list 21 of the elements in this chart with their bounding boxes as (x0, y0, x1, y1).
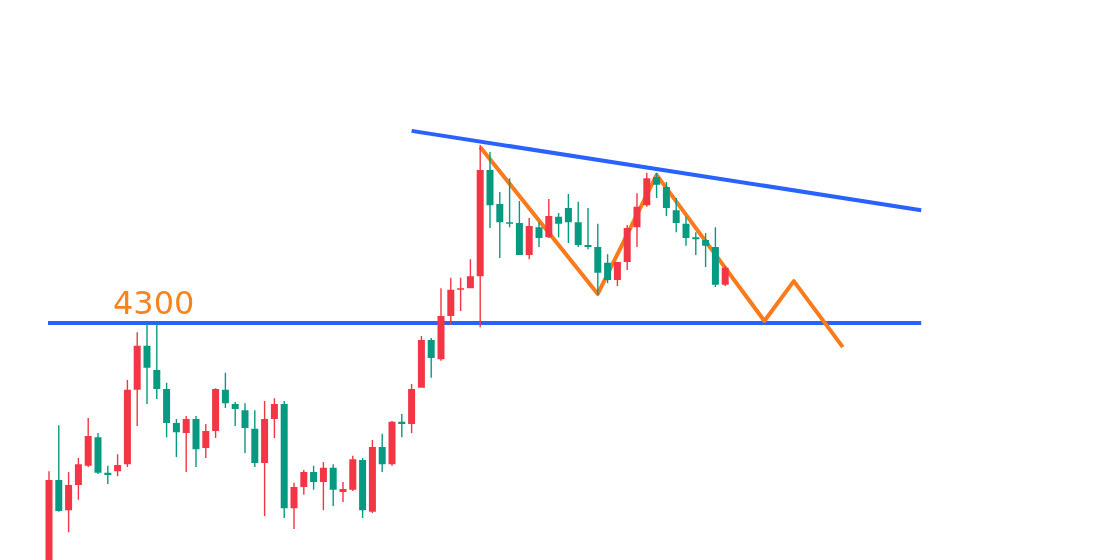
candlestick (398, 413, 406, 438)
candlestick (104, 465, 112, 485)
candlestick (545, 198, 553, 238)
candlestick (202, 423, 210, 458)
candlestick (55, 425, 63, 512)
candlestick (339, 481, 347, 502)
candlestick (143, 323, 151, 404)
candlestick (692, 232, 700, 255)
candlestick (633, 193, 641, 248)
candlestick (290, 482, 298, 529)
candlestick (241, 403, 249, 453)
candlestick (447, 277, 455, 326)
annotation: 4300 (113, 284, 195, 323)
candlestick (535, 222, 543, 248)
candlestick (584, 208, 592, 250)
candlestick (300, 469, 308, 495)
candlestick (682, 216, 690, 246)
candlestick (496, 191, 504, 258)
candlestick (153, 323, 161, 399)
candlestick (486, 152, 494, 228)
candlestick (594, 223, 602, 295)
